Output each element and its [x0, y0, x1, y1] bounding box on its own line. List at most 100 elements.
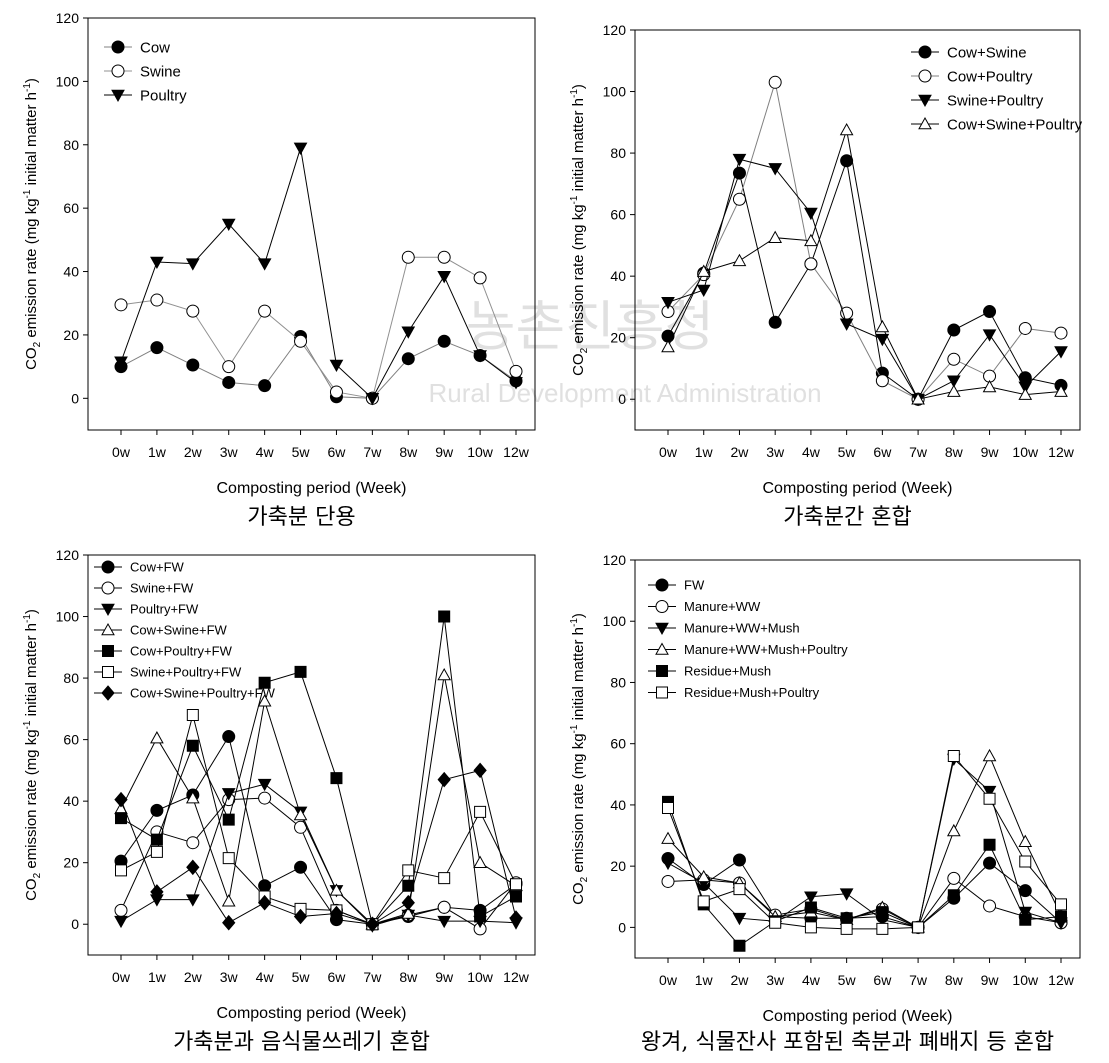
- marker: [150, 256, 164, 270]
- y-tick-label: 100: [603, 84, 627, 100]
- y-axis-label-part: ): [23, 609, 40, 614]
- y-axis-label-part: emission rate (mg kg: [570, 733, 587, 876]
- marker: [115, 864, 127, 877]
- x-tick-label: 7w: [363, 444, 382, 460]
- marker: [840, 154, 854, 168]
- marker: [509, 364, 523, 378]
- x-tick-label: 4w: [256, 444, 275, 460]
- marker: [257, 694, 272, 707]
- y-axis-label: CO2 emission rate (mg kg-1 initial matte…: [569, 613, 590, 905]
- marker: [655, 600, 669, 613]
- marker: [661, 339, 675, 353]
- marker: [474, 805, 487, 818]
- marker: [111, 40, 125, 54]
- x-tick-label: 6w: [873, 444, 892, 460]
- y-tick-label: 80: [63, 137, 79, 153]
- marker: [733, 939, 746, 952]
- marker: [1019, 855, 1032, 868]
- marker: [222, 813, 235, 826]
- marker: [804, 207, 818, 221]
- marker: [946, 375, 961, 388]
- marker: [102, 666, 114, 678]
- x-tick-label: 2w: [184, 444, 203, 460]
- x-tick-label: 2w: [184, 969, 203, 985]
- x-tick-label: 7w: [909, 444, 928, 460]
- legend-label: Swine+FW: [130, 581, 194, 596]
- y-tick-label: 0: [618, 919, 626, 935]
- marker: [732, 253, 747, 267]
- legend-label: Cow+Swine: [947, 44, 1027, 61]
- y-tick-label: 20: [610, 858, 626, 874]
- marker: [1055, 910, 1067, 923]
- y-tick-label: 60: [610, 207, 626, 223]
- marker: [401, 352, 415, 366]
- y-axis-label-part: -1: [22, 614, 33, 623]
- marker: [293, 142, 308, 155]
- marker: [1054, 346, 1068, 359]
- marker: [769, 916, 782, 929]
- marker: [185, 258, 200, 271]
- y-axis-label-part: ): [23, 78, 40, 83]
- y-axis-label-part: -1: [569, 195, 580, 204]
- y-tick-label: 20: [63, 327, 79, 343]
- marker: [804, 233, 818, 247]
- series-line: [667, 129, 1062, 400]
- marker: [293, 807, 308, 821]
- marker: [330, 772, 343, 785]
- y-tick-label: 20: [610, 330, 626, 346]
- marker: [474, 910, 487, 923]
- y-tick-label: 120: [56, 547, 80, 563]
- y-axis-label-part: initial matter h: [23, 92, 40, 190]
- x-tick-label: 10w: [1012, 444, 1039, 460]
- x-tick-label: 3w: [766, 444, 785, 460]
- caption: 가축분간 혼합: [783, 505, 911, 530]
- y-tick-label: 0: [618, 391, 626, 407]
- y-tick-label: 40: [63, 793, 79, 809]
- marker: [115, 812, 127, 825]
- marker: [222, 730, 236, 744]
- legend-label: Manure+WW+Mush+Poultry: [684, 642, 848, 657]
- x-tick-label: 4w: [802, 444, 821, 460]
- y-tick-label: 60: [610, 736, 626, 752]
- marker: [437, 334, 451, 348]
- marker: [875, 333, 890, 347]
- marker: [222, 852, 235, 865]
- series-line: [120, 147, 517, 400]
- x-tick-label: 6w: [328, 969, 347, 985]
- marker: [840, 306, 854, 320]
- marker: [696, 869, 711, 883]
- marker: [221, 788, 236, 801]
- series-line: [667, 858, 1062, 928]
- x-tick-label: 0w: [659, 972, 678, 988]
- marker: [114, 791, 128, 808]
- x-tick-label: 0w: [659, 444, 678, 460]
- marker: [661, 874, 675, 888]
- marker: [876, 906, 889, 919]
- x-tick-label: 4w: [256, 969, 275, 985]
- marker: [839, 318, 854, 331]
- marker: [150, 731, 164, 744]
- x-tick-label: 3w: [220, 444, 239, 460]
- marker: [804, 891, 818, 904]
- y-axis-label-part: 2: [32, 872, 43, 878]
- marker: [150, 845, 163, 858]
- marker: [982, 785, 997, 799]
- marker: [947, 749, 960, 762]
- x-tick-label: 8w: [945, 972, 964, 988]
- legend-label: Cow+Swine+Poultry+FW: [130, 686, 276, 701]
- marker: [697, 895, 710, 908]
- marker: [473, 855, 487, 868]
- y-axis-label-part: emission rate (mg kg: [23, 729, 40, 872]
- y-axis-label-part: -1: [22, 189, 33, 198]
- x-tick-label: 1w: [148, 444, 167, 460]
- marker: [983, 899, 997, 913]
- marker: [257, 258, 272, 271]
- series-line: [667, 158, 1062, 400]
- y-tick-label: 60: [63, 732, 79, 748]
- marker: [1055, 898, 1067, 911]
- marker: [186, 358, 200, 372]
- y-tick-label: 100: [603, 613, 627, 629]
- marker: [656, 665, 668, 677]
- marker: [696, 264, 711, 277]
- series-line: [667, 754, 1062, 929]
